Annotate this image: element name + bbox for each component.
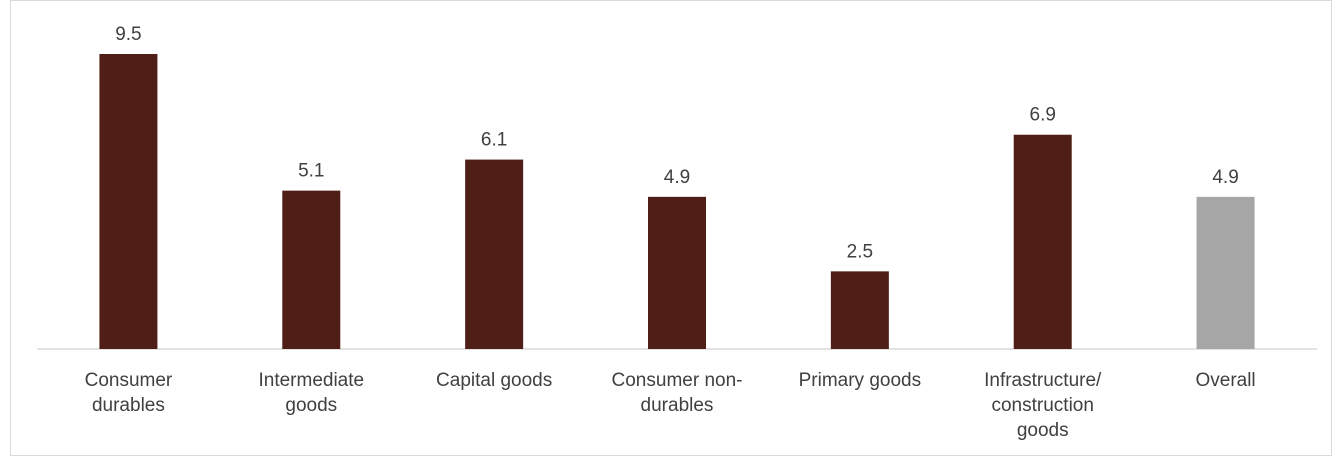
- data-label-4: 2.5: [847, 241, 873, 262]
- bar-0: [99, 54, 158, 349]
- category-label-line: Primary goods: [799, 370, 922, 391]
- category-label-line: construction: [991, 395, 1093, 416]
- data-label-5: 6.9: [1030, 105, 1056, 126]
- category-label-line: Consumer non-: [612, 370, 743, 391]
- data-label-6: 4.9: [1212, 167, 1238, 188]
- category-label-line: goods: [1017, 420, 1069, 441]
- category-label-line: Consumer: [85, 370, 173, 391]
- category-label-line: durables: [641, 395, 714, 416]
- category-label-6: Overall: [1195, 370, 1255, 391]
- category-label-line: Intermediate: [258, 370, 364, 391]
- bars-group: [99, 54, 1255, 349]
- category-label-0: Consumer durables: [85, 370, 173, 416]
- data-label-2: 6.1: [481, 130, 507, 151]
- category-label-line: goods: [285, 395, 337, 416]
- category-labels-group: Consumer durables Intermediate goods Capital…: [85, 370, 1256, 441]
- bar-2: [465, 159, 524, 349]
- data-label-1: 5.1: [298, 161, 324, 182]
- data-label-0: 9.5: [115, 24, 141, 45]
- category-label-5: Infrastructure/construction goods: [984, 370, 1102, 441]
- bar-5: [1013, 134, 1072, 349]
- category-label-3: Consumer non-durables: [612, 370, 743, 416]
- bar-3: [648, 196, 706, 349]
- bar-1: [282, 190, 341, 349]
- category-label-2: Capital goods: [436, 370, 552, 391]
- category-label-4: Primary goods: [799, 370, 922, 391]
- category-label-1: Intermediate goods: [258, 370, 364, 416]
- bar-6: [1196, 196, 1255, 349]
- value-labels-group: 9.5 5.1 6.1 4.9 2.5 6.9 4.9: [115, 24, 1239, 262]
- category-label-line: durables: [92, 395, 165, 416]
- bar-4: [830, 271, 889, 349]
- data-label-3: 4.9: [664, 167, 690, 188]
- category-label-line: Overall: [1195, 370, 1255, 391]
- category-label-line: Capital goods: [436, 370, 552, 391]
- category-label-line: Infrastructure/: [984, 370, 1102, 391]
